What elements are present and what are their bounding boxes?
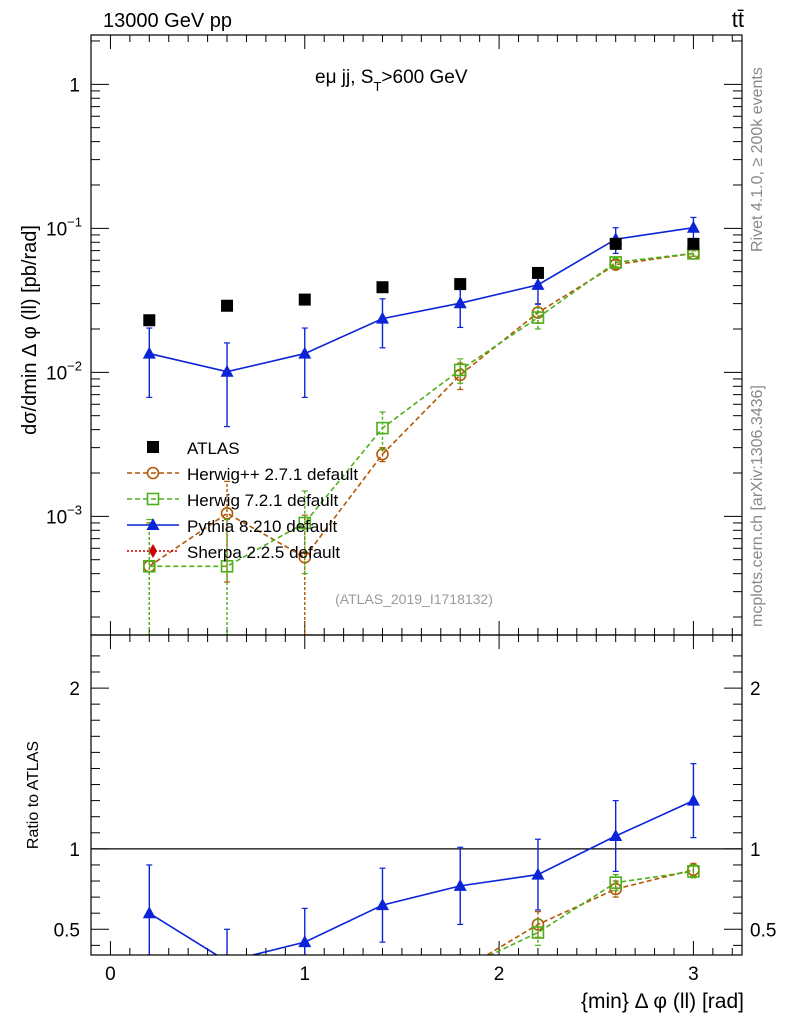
analysis-id: (ATLAS_2019_I1718132) xyxy=(335,591,493,607)
data-point xyxy=(453,363,467,377)
ratio-y-tick-label-left: 2 xyxy=(69,679,80,700)
data-point xyxy=(686,220,700,233)
ratio-series-1 xyxy=(455,862,700,977)
series-line xyxy=(148,252,694,567)
side-label-mcplots: mcplots.cern.ch [arXiv:1306.3436] xyxy=(749,385,766,627)
series-3 xyxy=(142,216,700,428)
y-tick-label: 10−2 xyxy=(46,358,82,384)
data-point xyxy=(375,311,389,324)
series-0 xyxy=(143,237,700,327)
legend-label: ATLAS xyxy=(187,439,240,458)
x-axis-title: {min} Δ φ (ll) [rad] xyxy=(581,990,744,1013)
ratio-point xyxy=(609,876,622,889)
data-point xyxy=(453,296,467,309)
x-tick-label: 1 xyxy=(299,964,310,985)
ratio-point xyxy=(609,829,623,842)
data-point xyxy=(376,421,389,435)
ratio-point xyxy=(531,926,545,939)
series-line xyxy=(149,226,694,373)
data-point xyxy=(609,256,622,269)
legend-marker xyxy=(147,441,159,453)
ratio-point xyxy=(687,865,700,878)
legend-item: Sherpa 2.2.5 default xyxy=(127,543,340,562)
ratio-point xyxy=(686,793,700,806)
series-line xyxy=(149,252,694,568)
x-tick-label: 3 xyxy=(688,964,699,985)
ratio-y-tick-label-left: 0.5 xyxy=(54,920,80,941)
legend-marker xyxy=(146,466,160,480)
ratio-panel: 0 1 2 3 0.5 0.5 1 1 2 2 xyxy=(54,635,776,985)
data-point xyxy=(531,266,544,279)
legend-item: Herwig++ 2.7.1 default xyxy=(127,465,358,484)
ratio-y-tick-label-right: 1 xyxy=(750,840,761,861)
data-point xyxy=(298,293,311,306)
plot-title-tail: >600 GeV xyxy=(381,67,467,88)
data-point xyxy=(143,314,156,327)
ratio-point xyxy=(455,964,466,975)
main-panel: 1 10−1 10−2 10−3 xyxy=(46,35,742,635)
data-point xyxy=(221,299,234,312)
legend-marker xyxy=(149,544,157,558)
series-2 xyxy=(142,247,700,635)
plot-title: eμ jj, ST>600 GeV xyxy=(315,67,468,94)
ratio-line xyxy=(485,868,694,955)
ratio-point xyxy=(142,906,156,919)
legend-label: Pythia 8.210 default xyxy=(187,517,338,536)
ratio-y-tick-label-right: 2 xyxy=(750,679,761,700)
plot-title-sub: T xyxy=(373,79,381,94)
x-tick-label: 0 xyxy=(105,964,116,985)
legend-label: Sherpa 2.2.5 default xyxy=(187,543,340,562)
data-point xyxy=(298,346,312,359)
side-label-rivet: Rivet 4.1.0, ≥ 200k events xyxy=(749,67,766,252)
process-label: tt̄ xyxy=(732,7,744,32)
legend-marker xyxy=(146,492,160,506)
data-point xyxy=(531,277,545,290)
legend-marker xyxy=(146,518,160,530)
legend: ATLAS Herwig++ 2.7.1 default Herwig 7.2.1 … xyxy=(127,439,358,562)
ratio-point xyxy=(531,867,545,880)
ratio-point xyxy=(375,898,389,911)
data-point xyxy=(376,281,389,294)
ratio-point xyxy=(226,954,228,955)
y-axis-title-ratio: Ratio to ATLAS xyxy=(25,741,42,849)
ratio-series-2 xyxy=(455,864,700,975)
energy-label: 13000 GeV pp xyxy=(103,10,232,32)
ratio-y-tick-label-left: 1 xyxy=(69,840,80,861)
legend-label: Herwig 7.2.1 default xyxy=(187,491,338,510)
y-tick-label: 1 xyxy=(69,75,80,96)
data-point xyxy=(609,237,622,250)
ratio-point xyxy=(298,935,312,948)
data-point xyxy=(220,559,234,573)
data-point xyxy=(220,506,234,520)
ratio-series-0 xyxy=(142,763,700,955)
data-point xyxy=(531,311,545,324)
data-point xyxy=(142,559,156,573)
legend-item: Herwig 7.2.1 default xyxy=(127,491,338,510)
ratio-frame xyxy=(90,634,743,956)
data-point xyxy=(454,278,467,291)
y-axis-title-main: dσ/dmin Δ φ (ll) [pb/rad] xyxy=(19,225,41,435)
y-tick-label: 10−3 xyxy=(46,502,82,528)
data-point xyxy=(142,346,156,359)
ratio-point xyxy=(455,966,466,977)
data-point xyxy=(298,516,312,530)
ratio-line xyxy=(488,870,694,955)
y-tick-label: 10−1 xyxy=(46,214,82,240)
ratio-line xyxy=(148,799,694,955)
legend-item: ATLAS xyxy=(147,439,240,458)
data-point xyxy=(220,364,234,377)
ratio-point xyxy=(453,878,467,891)
legend-label: Herwig++ 2.7.1 default xyxy=(187,465,358,484)
x-tick-label: 2 xyxy=(494,964,505,985)
ratio-y-tick-label-right: 0.5 xyxy=(750,920,776,941)
legend-item: Pythia 8.210 default xyxy=(127,517,338,536)
plot-title-main: eμ jj, S xyxy=(315,67,373,88)
data-point xyxy=(687,237,700,250)
